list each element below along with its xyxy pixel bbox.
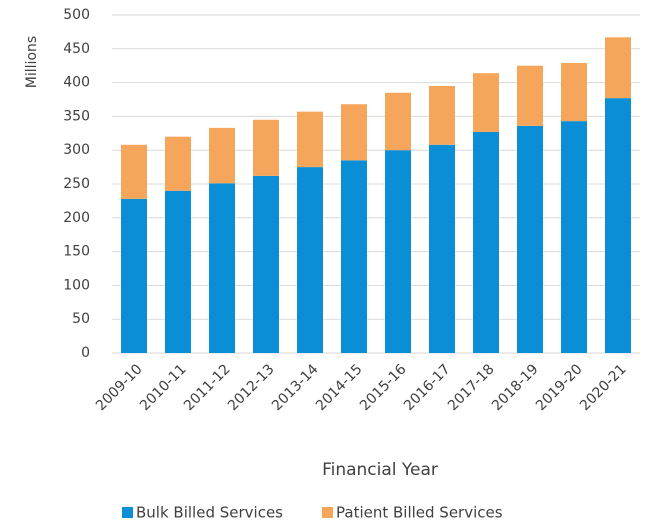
bar-segment (429, 144, 455, 353)
x-tick-label: 2011-12 (181, 361, 234, 414)
bar-segment (561, 121, 587, 354)
y-tick-label: 500 (63, 7, 90, 23)
bar-segment (165, 190, 191, 353)
y-tick-label: 250 (63, 176, 90, 192)
bar-segment (473, 131, 499, 353)
bar-segment (253, 175, 279, 353)
bar-segment (297, 111, 323, 168)
bar-segment (341, 160, 367, 353)
x-tick-label: 2014-15 (313, 361, 366, 414)
legend-label: Patient Billed Services (336, 504, 503, 522)
bar-segment (561, 62, 587, 122)
bar-segment (517, 65, 543, 126)
y-tick-label: 0 (81, 345, 90, 361)
y-tick-label: 150 (63, 244, 90, 260)
y-tick-label: 450 (63, 41, 90, 57)
y-tick-label: 300 (63, 142, 90, 158)
x-tick-label: 2012-13 (225, 361, 278, 414)
bar-segment (473, 73, 499, 132)
bar-segment (165, 136, 191, 191)
x-axis-label: Financial Year (322, 460, 438, 480)
bar-segment (385, 150, 411, 353)
bar-segment (429, 85, 455, 145)
bar-segment (385, 92, 411, 151)
x-tick-label: 2015-16 (357, 361, 410, 414)
x-tick-label: 2013-14 (269, 361, 322, 414)
bar-segment (605, 98, 631, 353)
legend-swatch (122, 507, 133, 518)
legend-swatch (322, 507, 333, 518)
bar-segment (253, 119, 279, 176)
x-tick-label: 2020-21 (577, 361, 630, 414)
bar-segment (121, 144, 147, 199)
x-tick-label: 2018-19 (489, 361, 542, 414)
y-tick-label: 350 (63, 108, 90, 124)
bar-segment (297, 167, 323, 353)
x-tick-label: 2016-17 (401, 361, 454, 414)
y-tick-label: 50 (72, 311, 90, 327)
y-tick-label: 400 (63, 75, 90, 91)
legend-label: Bulk Billed Services (136, 504, 283, 522)
y-tick-label: 200 (63, 210, 90, 226)
y-axis-label: Millions (24, 36, 40, 88)
bar-segment (605, 37, 631, 99)
bar-segment (121, 198, 147, 353)
y-tick-label: 100 (63, 277, 90, 293)
bar-segment (341, 104, 367, 161)
x-tick-label: 2010-11 (137, 361, 190, 414)
bar-segment (209, 183, 235, 353)
bar-segment (517, 125, 543, 353)
x-tick-label: 2019-20 (533, 361, 586, 414)
bar-segment (209, 127, 235, 184)
x-tick-label: 2017-18 (445, 361, 498, 414)
x-tick-label: 2009-10 (93, 361, 146, 414)
